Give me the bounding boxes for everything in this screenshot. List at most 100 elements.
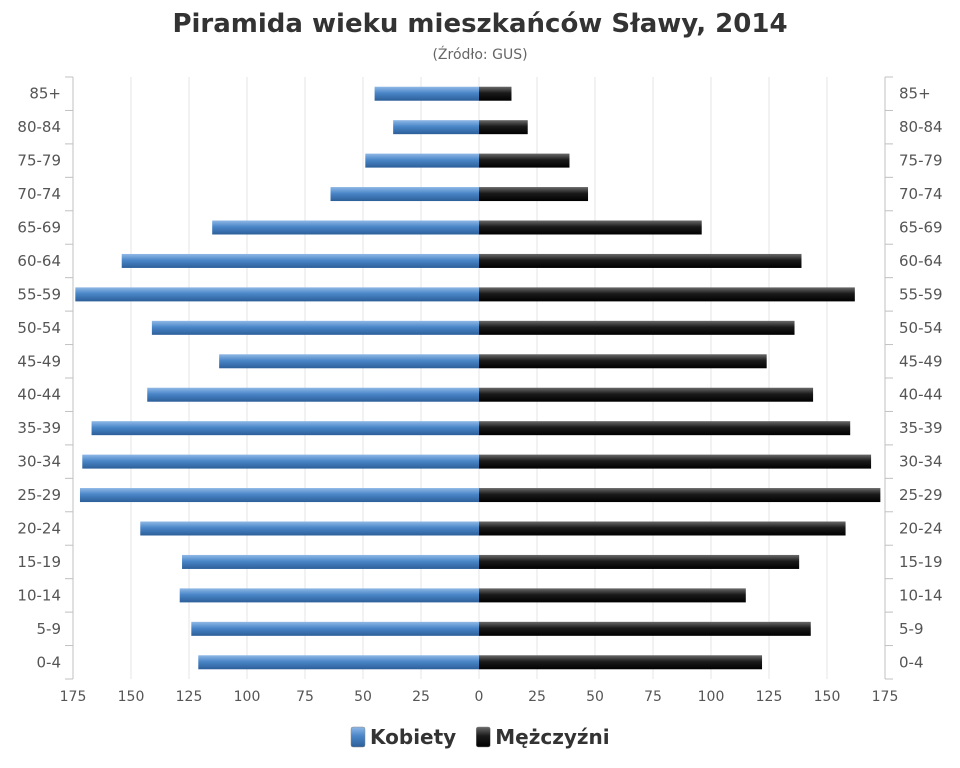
bar-mezczyzni[interactable] [479, 588, 746, 603]
category-label-left: 0-4 [37, 653, 62, 671]
category-label-right: 60-64 [899, 252, 943, 270]
legend-swatch-mezczyzni[interactable] [475, 726, 491, 748]
bar-mezczyzni[interactable] [479, 521, 846, 536]
x-tick-label: 175 [872, 689, 899, 705]
chart-title: Piramida wieku mieszkańców Sławy, 2014 [172, 9, 787, 39]
category-label-left: 65-69 [17, 219, 61, 237]
bar-kobiety[interactable] [121, 253, 479, 268]
legend[interactable]: Kobiety Mężczyźni [350, 725, 610, 749]
bar-kobiety[interactable] [198, 655, 479, 670]
x-tick-label: 125 [176, 689, 203, 705]
category-label-right: 85+ [899, 85, 931, 103]
category-label-right: 30-34 [899, 453, 943, 471]
x-tick-label: 175 [60, 689, 87, 705]
grid-lines [72, 77, 886, 679]
x-tick-label: 25 [412, 689, 430, 705]
bar-mezczyzni[interactable] [479, 187, 589, 202]
bar-kobiety[interactable] [330, 187, 479, 202]
legend-label-mezczyzni[interactable]: Mężczyźni [495, 725, 609, 749]
x-tick-label: 150 [814, 689, 841, 705]
bar-kobiety[interactable] [79, 488, 480, 503]
category-label-left: 60-64 [17, 252, 61, 270]
category-label-right: 20-24 [899, 520, 943, 538]
bar-mezczyzni[interactable] [479, 287, 855, 302]
x-tick-label: 75 [296, 689, 314, 705]
bar-kobiety[interactable] [374, 86, 479, 101]
bar-mezczyzni[interactable] [479, 120, 528, 135]
category-label-left: 35-39 [17, 419, 61, 437]
bar-mezczyzni[interactable] [479, 655, 763, 670]
bar-mezczyzni[interactable] [479, 220, 702, 235]
bar-kobiety[interactable] [212, 220, 479, 235]
category-label-right: 70-74 [899, 185, 943, 203]
bar-mezczyzni[interactable] [479, 253, 802, 268]
bar-mezczyzni[interactable] [479, 86, 512, 101]
x-tick-label: 0 [475, 689, 484, 705]
x-tick-label: 50 [354, 689, 372, 705]
bar-mezczyzni[interactable] [479, 554, 800, 569]
x-tick-label: 150 [118, 689, 145, 705]
bar-mezczyzni[interactable] [479, 488, 881, 503]
category-label-right: 80-84 [899, 118, 943, 136]
category-label-right: 10-14 [899, 586, 943, 604]
category-label-right: 35-39 [899, 419, 943, 437]
bar-mezczyzni[interactable] [479, 621, 811, 636]
x-tick-label: 100 [234, 689, 261, 705]
category-label-left: 70-74 [17, 185, 61, 203]
category-label-left: 55-59 [17, 285, 61, 303]
category-label-left: 10-14 [17, 586, 61, 604]
bar-kobiety[interactable] [140, 521, 479, 536]
x-tick-label: 125 [756, 689, 783, 705]
category-label-left: 45-49 [17, 352, 61, 370]
category-label-right: 75-79 [899, 152, 943, 170]
bar-mezczyzni[interactable] [479, 387, 814, 402]
bar-kobiety[interactable] [91, 421, 479, 436]
category-label-left: 5-9 [37, 620, 62, 638]
x-tick-label: 100 [698, 689, 725, 705]
bar-kobiety[interactable] [393, 120, 479, 135]
x-tick-labels: 175 150 125 100 75 50 25 0 25 50 75 100 125 150 175 [60, 689, 899, 705]
bar-kobiety[interactable] [219, 354, 479, 369]
category-label-left: 85+ [29, 85, 61, 103]
chart-subtitle: (Źródło: GUS) [432, 45, 527, 63]
bar-mezczyzni[interactable] [479, 153, 570, 168]
bar-mezczyzni[interactable] [479, 454, 872, 469]
category-labels: 85+ 85+ 80-84 80-84 75-79 75-79 70-74 70-74 65-6… [17, 85, 942, 672]
bar-kobiety[interactable] [151, 320, 479, 335]
bar-mezczyzni[interactable] [479, 320, 795, 335]
category-label-left: 20-24 [17, 520, 61, 538]
category-label-right: 15-19 [899, 553, 943, 571]
category-label-right: 55-59 [899, 285, 943, 303]
x-tick-label: 50 [586, 689, 604, 705]
category-label-left: 25-29 [17, 486, 61, 504]
bar-mezczyzni[interactable] [479, 421, 851, 436]
legend-swatch-kobiety[interactable] [350, 726, 366, 748]
bar-kobiety[interactable] [82, 454, 479, 469]
category-label-right: 5-9 [899, 620, 924, 638]
category-label-right: 65-69 [899, 219, 943, 237]
bar-mezczyzni[interactable] [479, 354, 767, 369]
x-tick-label: 25 [528, 689, 546, 705]
bar-kobiety[interactable] [182, 554, 480, 569]
bar-kobiety[interactable] [147, 387, 480, 402]
category-label-left: 50-54 [17, 319, 61, 337]
category-label-right: 0-4 [899, 653, 924, 671]
legend-label-kobiety[interactable]: Kobiety [370, 725, 456, 749]
category-label-right: 40-44 [899, 386, 943, 404]
axes [65, 76, 893, 680]
bar-kobiety[interactable] [191, 621, 479, 636]
category-label-right: 25-29 [899, 486, 943, 504]
category-label-left: 40-44 [17, 386, 61, 404]
category-label-left: 80-84 [17, 118, 61, 136]
bar-kobiety[interactable] [179, 588, 479, 603]
bar-kobiety[interactable] [365, 153, 479, 168]
category-label-left: 30-34 [17, 453, 61, 471]
category-label-left: 75-79 [17, 152, 61, 170]
category-label-left: 15-19 [17, 553, 61, 571]
category-label-right: 50-54 [899, 319, 943, 337]
bars [75, 86, 881, 670]
bar-kobiety[interactable] [75, 287, 479, 302]
x-tick-label: 75 [644, 689, 662, 705]
category-label-right: 45-49 [899, 352, 943, 370]
